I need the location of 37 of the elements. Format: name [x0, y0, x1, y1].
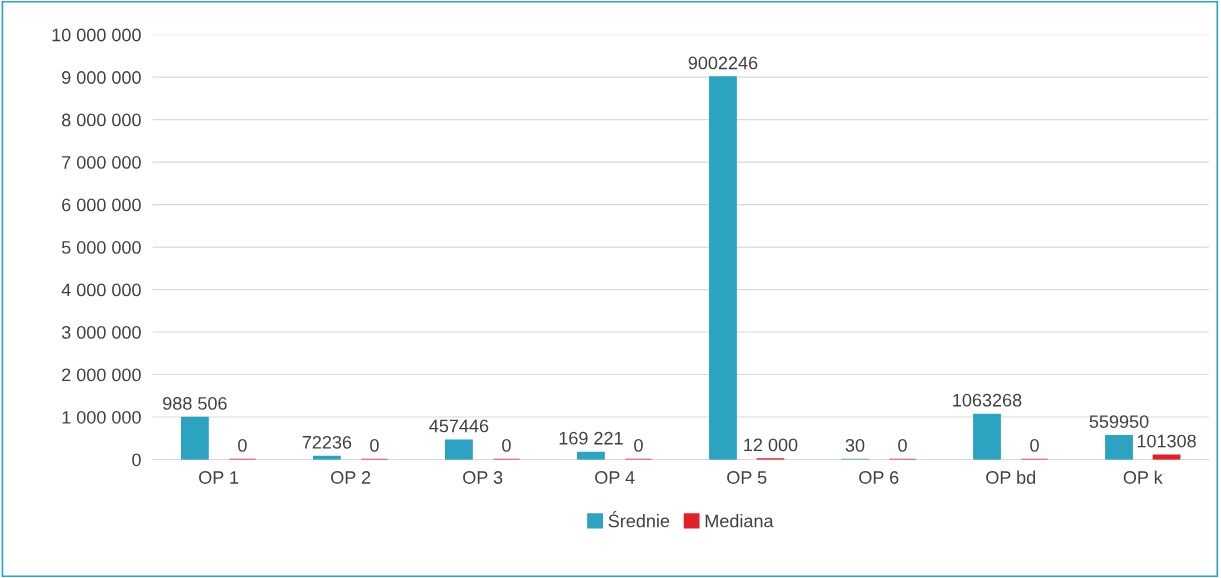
data-label: 457446	[429, 419, 489, 433]
legend-label: Mediana	[705, 514, 774, 528]
data-label: 988 506	[163, 396, 227, 410]
y-tick-label: 10 000 000	[52, 28, 141, 42]
x-tick-label: OP k	[1123, 470, 1163, 484]
x-tick-label: OP 3	[463, 471, 503, 484]
data-label: 0	[898, 438, 907, 452]
y-tick-label: 7 000 000	[62, 156, 141, 169]
x-tick-label: OP 6	[859, 471, 899, 484]
data-label: 101308	[1137, 434, 1196, 448]
y-tick-label: 9 000 000	[62, 71, 141, 84]
x-tick-label: OP bd	[986, 470, 1036, 484]
y-tick-label: 4 000 000	[61, 283, 141, 297]
legend-label: Średnie	[608, 510, 670, 528]
y-tick-label: 1 000 000	[62, 410, 141, 424]
y-tick-label: 3 000 000	[61, 326, 141, 339]
data-label: 0	[1030, 438, 1039, 452]
x-tick-label: OP 2	[331, 471, 371, 484]
data-label: 0	[238, 438, 247, 452]
x-tick-label: OP 1	[199, 471, 239, 484]
data-label: 1063268	[953, 393, 1022, 407]
data-label: 9002246	[688, 56, 758, 70]
data-label: 0	[634, 438, 643, 452]
x-tick-label: OP 4	[595, 471, 635, 484]
data-label: 0	[502, 438, 511, 452]
data-label: 30	[845, 438, 865, 452]
x-tick-label: OP 5	[727, 471, 767, 484]
data-label: 559950	[1089, 415, 1149, 428]
y-tick-label: 6 000 000	[62, 198, 141, 212]
data-label: 0	[370, 438, 379, 452]
y-tick-label: 5 000 000	[61, 241, 141, 254]
y-tick-label: 2 000 000	[62, 368, 141, 382]
y-tick-label: 0	[132, 453, 141, 467]
data-label: 169 221	[559, 431, 623, 445]
data-label: 12 000	[744, 438, 798, 452]
data-label: 72236	[302, 435, 352, 449]
y-tick-label: 8 000 000	[61, 113, 141, 127]
